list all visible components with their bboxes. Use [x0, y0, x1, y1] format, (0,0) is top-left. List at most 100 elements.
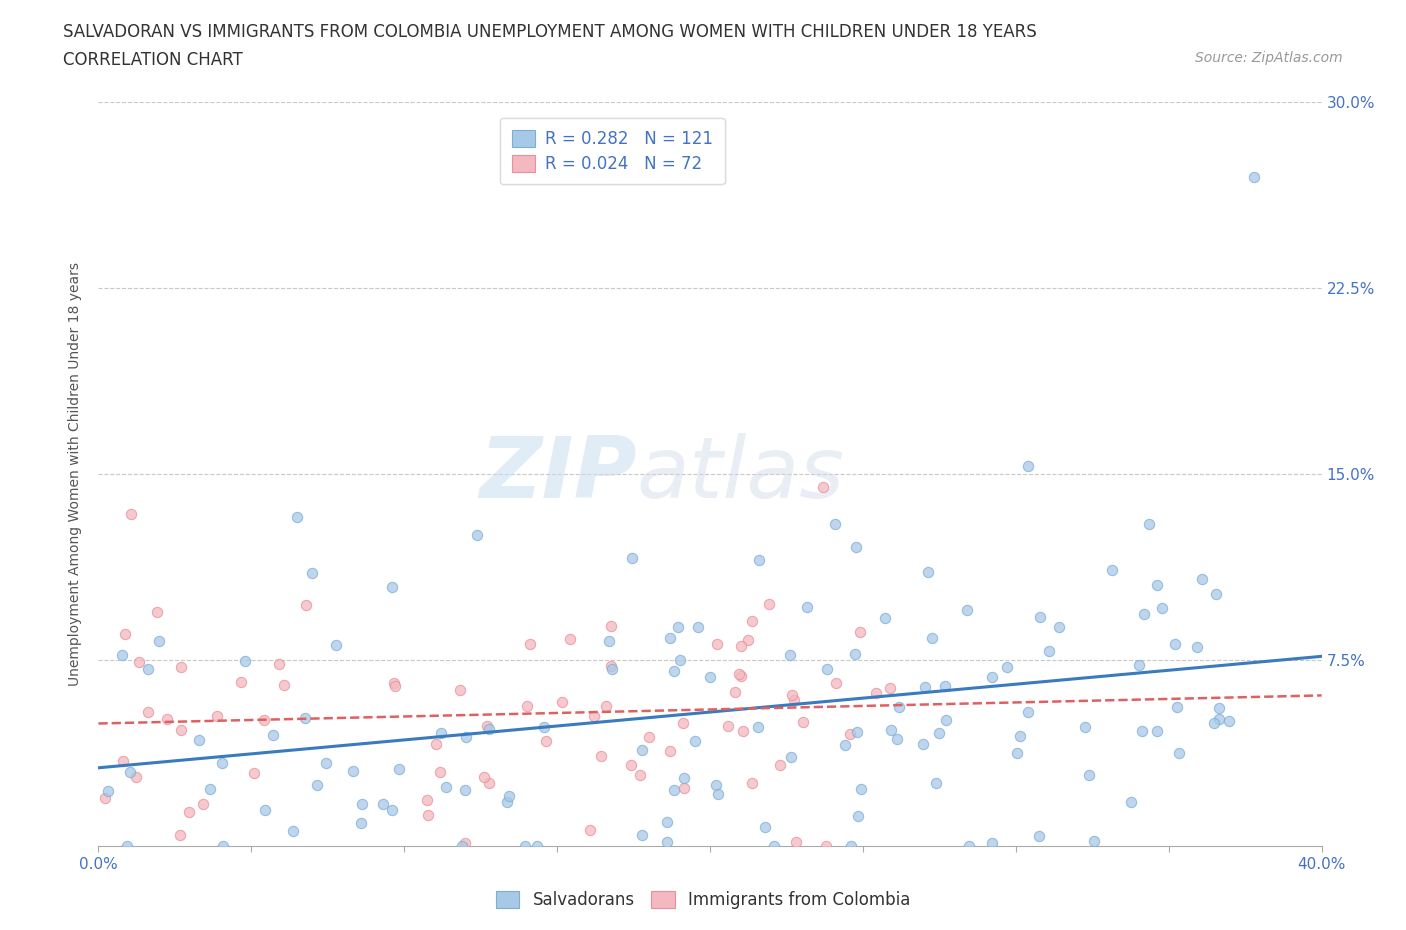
Point — [668, 653, 690, 668]
Point — [769, 758, 792, 773]
Point — [1101, 562, 1123, 577]
Point — [583, 709, 606, 724]
Point — [136, 705, 159, 720]
Point — [780, 750, 803, 764]
Point — [579, 822, 602, 837]
Point — [515, 698, 537, 713]
Point — [844, 646, 866, 661]
Point — [1073, 720, 1095, 735]
Point — [454, 729, 477, 744]
Point — [382, 675, 405, 690]
Point — [1208, 711, 1230, 726]
Point — [925, 776, 948, 790]
Point — [534, 734, 557, 749]
Point — [620, 757, 643, 772]
Point — [747, 720, 769, 735]
Point — [707, 787, 730, 802]
Point — [741, 614, 763, 629]
Point — [621, 551, 644, 565]
Point — [315, 755, 337, 770]
Point — [662, 783, 685, 798]
Point — [1130, 724, 1153, 738]
Point — [873, 611, 896, 626]
Point — [598, 634, 620, 649]
Point — [921, 631, 943, 645]
Point — [371, 796, 394, 811]
Point — [253, 713, 276, 728]
Point — [273, 678, 295, 693]
Point — [416, 807, 439, 822]
Point — [980, 836, 1002, 851]
Point — [672, 771, 695, 786]
Point — [498, 789, 520, 804]
Point — [1038, 644, 1060, 658]
Point — [834, 737, 856, 752]
Point — [148, 634, 170, 649]
Point — [136, 661, 159, 676]
Point — [824, 517, 846, 532]
Y-axis label: Unemployment Among Women with Children Under 18 years: Unemployment Among Women with Children U… — [69, 262, 83, 686]
Point — [935, 713, 957, 728]
Point — [384, 679, 406, 694]
Point — [657, 835, 679, 850]
Point — [879, 681, 901, 696]
Point — [1146, 578, 1168, 592]
Point — [704, 778, 727, 793]
Text: atlas: atlas — [637, 432, 845, 516]
Point — [349, 816, 371, 830]
Text: ZIP: ZIP — [479, 432, 637, 516]
Point — [780, 687, 803, 702]
Point — [728, 667, 751, 682]
Point — [205, 709, 228, 724]
Point — [1008, 728, 1031, 743]
Point — [285, 510, 308, 525]
Point — [1133, 606, 1156, 621]
Point — [880, 723, 903, 737]
Legend: Salvadorans, Immigrants from Colombia: Salvadorans, Immigrants from Colombia — [488, 883, 918, 917]
Point — [995, 660, 1018, 675]
Point — [267, 657, 290, 671]
Point — [477, 718, 499, 733]
Point — [262, 727, 284, 742]
Point — [889, 700, 911, 715]
Point — [325, 638, 347, 653]
Point — [785, 835, 807, 850]
Point — [434, 779, 457, 794]
Point — [111, 753, 134, 768]
Point — [763, 839, 786, 854]
Point — [472, 769, 495, 784]
Point — [730, 638, 752, 653]
Point — [454, 836, 477, 851]
Point — [783, 693, 806, 708]
Point — [839, 726, 862, 741]
Point — [717, 719, 740, 734]
Point — [560, 631, 582, 646]
Point — [451, 839, 474, 854]
Point — [928, 725, 950, 740]
Point — [758, 597, 780, 612]
Point — [170, 723, 193, 737]
Point — [114, 626, 136, 641]
Point — [600, 619, 623, 634]
Point — [911, 737, 934, 751]
Point — [1029, 610, 1052, 625]
Point — [533, 720, 555, 735]
Point — [1205, 587, 1227, 602]
Point — [342, 764, 364, 779]
Legend: R = 0.282   N = 121, R = 0.024   N = 72: R = 0.282 N = 121, R = 0.024 N = 72 — [501, 118, 724, 184]
Point — [1191, 571, 1213, 586]
Point — [124, 769, 146, 784]
Point — [211, 756, 233, 771]
Point — [229, 674, 252, 689]
Point — [846, 808, 869, 823]
Point — [1083, 833, 1105, 848]
Point — [792, 714, 814, 729]
Point — [934, 679, 956, 694]
Point — [686, 619, 709, 634]
Point — [813, 479, 835, 494]
Point — [917, 565, 939, 579]
Point — [1164, 637, 1187, 652]
Point — [1150, 600, 1173, 615]
Point — [97, 783, 120, 798]
Point — [865, 685, 887, 700]
